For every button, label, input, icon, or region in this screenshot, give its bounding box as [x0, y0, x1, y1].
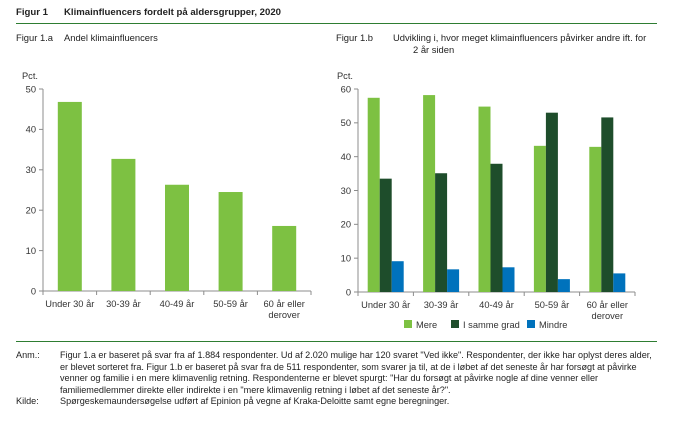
bar: [165, 184, 189, 291]
bar-i-samme-grad: [379, 178, 392, 292]
note-anm-text: Figur 1.a er baseret på svar fra af 1.88…: [60, 350, 657, 396]
y-tick-label: 20: [26, 206, 36, 216]
y-axis-label: Pct.: [337, 71, 353, 81]
y-tick-label: 20: [341, 220, 351, 230]
bar-mere: [367, 97, 380, 293]
x-tick-label: 50-59 år: [535, 300, 570, 310]
bar-i-samme-grad: [490, 163, 503, 292]
legend-label: I samme grad: [463, 320, 520, 330]
y-tick-label: 0: [346, 287, 351, 297]
x-tick-label: 50-59 år: [213, 299, 248, 309]
note-anm-key: Anm.:: [16, 350, 40, 360]
x-tick-label: 30-39 år: [106, 299, 141, 309]
y-tick-label: 10: [341, 253, 351, 263]
x-tick-label: Under 30 år: [361, 300, 410, 310]
x-tick-label: 60 år eller: [264, 299, 305, 309]
y-tick-label: 40: [26, 125, 36, 135]
note-kilde-text: Spørgeskemaundersøgelse udført af Epinio…: [60, 396, 450, 407]
y-tick-label: 60: [341, 84, 351, 94]
bar-mindre: [613, 273, 626, 292]
bar-mindre: [447, 269, 460, 292]
chart-b: 0 10 20 30 40 50 60 Pct. Under 30 år 30-39 år 40-4…: [337, 71, 636, 330]
subfigure-b-title-line-1: Udvikling i, hvor meget klimainfluencers…: [393, 32, 647, 43]
x-tick-label: 30-39 år: [424, 300, 459, 310]
bar-i-samme-grad: [601, 117, 614, 292]
notes-rule: [16, 341, 657, 342]
x-tick-label: derover: [592, 311, 624, 321]
subfigure-b-title: Udvikling i, hvor meget klimainfluencers…: [393, 32, 653, 56]
bar: [218, 192, 243, 291]
y-tick-label: 50: [26, 84, 36, 94]
bar-i-samme-grad: [545, 112, 558, 292]
legend-swatch: [404, 320, 412, 328]
bar-mindre: [502, 267, 515, 292]
figure-title: Klimainfluencers fordelt på aldersgruppe…: [64, 7, 281, 18]
x-tick-label: 60 år eller: [587, 300, 628, 310]
bar-mere: [533, 145, 546, 292]
notes: Anm.: Figur 1.a er baseret på svar fra a…: [16, 350, 657, 408]
bar: [111, 158, 136, 291]
note-kilde-key: Kilde:: [16, 396, 39, 407]
bar-mere: [423, 95, 436, 292]
bar-mere: [589, 146, 602, 292]
x-tick-label: 40-49 år: [160, 299, 195, 309]
subfigure-a-number: Figur 1.a: [16, 32, 53, 43]
bar-mindre: [391, 261, 404, 292]
y-tick-label: 50: [341, 118, 351, 128]
figure-number: Figur 1: [16, 7, 48, 18]
top-rule: [16, 23, 657, 24]
bar-mindre: [557, 279, 570, 292]
y-tick-label: 40: [341, 152, 351, 162]
subfigure-b-number: Figur 1.b: [336, 32, 373, 43]
bar: [57, 101, 82, 291]
bar: [272, 225, 297, 291]
subfigure-b-title-line-2: 2 år siden: [413, 44, 455, 55]
x-tick-label: 40-49 år: [479, 300, 514, 310]
y-tick-label: 30: [26, 165, 36, 175]
y-tick-label: 10: [26, 246, 36, 256]
bar-mere: [478, 106, 491, 293]
legend-label: Mere: [416, 320, 437, 330]
note-kilde: Kilde: Spørgeskemaundersøgelse udført af…: [16, 396, 657, 408]
legend-label: Mindre: [539, 320, 567, 330]
x-tick-label: Under 30 år: [45, 299, 94, 309]
chart-a: 0 10 20 30 40 50 Pct. Under 30 år 30-39 år 40-49 …: [22, 71, 312, 320]
legend-swatch: [527, 320, 535, 328]
y-axis-label: Pct.: [22, 71, 38, 81]
y-tick-label: 0: [31, 286, 36, 296]
note-anm: Anm.: Figur 1.a er baseret på svar fra a…: [16, 350, 657, 396]
y-tick-label: 30: [341, 186, 351, 196]
subfigure-a-title: Andel klimainfluencers: [64, 32, 158, 43]
x-tick-label: derover: [268, 310, 300, 320]
legend-swatch: [451, 320, 459, 328]
note-anm-paragraph: Figur 1.a er baseret på svar fra af 1.88…: [60, 350, 652, 395]
bar-i-samme-grad: [435, 173, 448, 292]
